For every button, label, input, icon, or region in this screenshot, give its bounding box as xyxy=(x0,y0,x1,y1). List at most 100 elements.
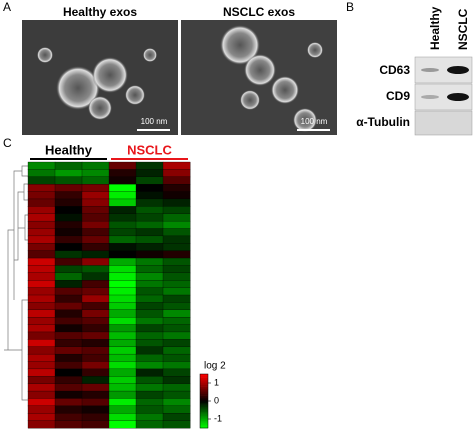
heatmap-cell xyxy=(135,206,164,215)
heatmap-cell xyxy=(108,257,137,266)
heatmap-cell xyxy=(108,206,137,215)
heatmap-cell xyxy=(54,169,83,178)
heatmap-cell xyxy=(135,198,164,207)
heatmap-cell xyxy=(27,257,56,266)
heatmap-cell xyxy=(135,324,164,333)
colorbar-segment xyxy=(200,395,208,398)
heatmap-cell xyxy=(108,413,137,422)
heatmap-cell xyxy=(135,235,164,244)
colorbar-segment xyxy=(200,408,208,411)
heatmap-cell xyxy=(135,346,164,355)
heatmap-cell xyxy=(81,353,110,362)
colorbar-tick-label: 0 xyxy=(214,395,219,405)
heatmap-cell xyxy=(54,398,83,407)
heatmap-cell xyxy=(54,220,83,229)
heatmap-cell xyxy=(81,257,110,266)
heatmap-cell xyxy=(162,250,191,259)
colorbar-segment xyxy=(200,417,208,420)
heatmap-cell xyxy=(108,176,137,185)
colorbar-segment xyxy=(200,399,208,402)
colorbar-segment xyxy=(200,424,208,427)
heatmap-cell xyxy=(162,198,191,207)
heatmap-cell xyxy=(135,220,164,229)
heatmap-cell xyxy=(27,346,56,355)
heatmap-cell xyxy=(81,280,110,289)
heatmap-cell xyxy=(27,220,56,229)
heatmap-cell xyxy=(135,413,164,422)
heatmap-cell xyxy=(135,294,164,303)
heatmap-cell xyxy=(135,272,164,281)
heatmap-cell xyxy=(135,184,164,193)
heatmap-cell xyxy=(135,302,164,311)
heatmap-cell xyxy=(81,169,110,178)
heatmap-cell xyxy=(108,294,137,303)
heatmap-cell xyxy=(108,191,137,200)
heatmap-cell xyxy=(54,405,83,414)
row-label: CD63 xyxy=(379,63,410,77)
scale-bar-label: 100 nm xyxy=(301,117,328,126)
heatmap-cell xyxy=(108,287,137,296)
heatmap-cell xyxy=(135,361,164,370)
heatmap-cell xyxy=(81,198,110,207)
heatmap-cell xyxy=(54,272,83,281)
heatmap-cell xyxy=(27,206,56,215)
heatmap-cell xyxy=(81,339,110,348)
heatmap-cell xyxy=(54,361,83,370)
heatmap-cell xyxy=(108,243,137,252)
heatmap-cell xyxy=(162,265,191,274)
heatmap-cell xyxy=(135,213,164,222)
colorbar-segment xyxy=(200,422,208,425)
colorbar-segment xyxy=(200,413,208,416)
image-title: Healthy exos xyxy=(63,5,137,19)
heatmap-cell xyxy=(54,228,83,237)
colorbar-segment xyxy=(200,386,208,389)
heatmap-cell xyxy=(135,161,164,170)
colorbar-segment xyxy=(200,381,208,384)
heatmap-cell xyxy=(27,302,56,311)
heatmap-cell xyxy=(54,176,83,185)
em-image: Healthy exos 100 nm xyxy=(22,5,178,135)
heatmap-cell xyxy=(108,250,137,259)
heatmap-cell xyxy=(27,324,56,333)
heatmap-cell xyxy=(81,302,110,311)
heatmap-cell xyxy=(81,250,110,259)
heatmap-cell xyxy=(135,265,164,274)
heatmap-cell xyxy=(135,317,164,326)
heatmap-cell xyxy=(54,317,83,326)
heatmap-cell xyxy=(81,191,110,200)
heatmap-cell xyxy=(162,257,191,266)
heatmap-cell xyxy=(81,405,110,414)
heatmap-cell xyxy=(81,235,110,244)
heatmap-cell xyxy=(27,169,56,178)
heatmap-cell xyxy=(108,161,137,170)
heatmap-cell xyxy=(81,309,110,318)
heatmap-cell xyxy=(162,317,191,326)
heatmap-cell xyxy=(81,346,110,355)
heatmap-cell xyxy=(81,294,110,303)
heatmap-cell xyxy=(135,398,164,407)
dendrogram xyxy=(4,165,28,401)
panel-label: B xyxy=(346,0,354,14)
heatmap-cell xyxy=(162,243,191,252)
heatmap-cell xyxy=(135,383,164,392)
heatmap-cell xyxy=(108,317,137,326)
heatmap-cell xyxy=(108,353,137,362)
column-label: Healthy xyxy=(428,6,442,50)
heatmap-cell xyxy=(27,398,56,407)
heatmap-cell xyxy=(54,324,83,333)
heatmap-cell xyxy=(108,184,137,193)
colorbar-segment xyxy=(200,397,208,400)
heatmap-cell xyxy=(135,353,164,362)
heatmap-cell xyxy=(27,243,56,252)
colorbar-segment xyxy=(200,415,208,418)
heatmap-cell xyxy=(27,161,56,170)
heatmap-cell xyxy=(108,272,137,281)
heatmap-cell xyxy=(27,294,56,303)
colorbar-segment xyxy=(200,390,208,393)
heatmap-cell xyxy=(81,161,110,170)
colorbar-segment xyxy=(200,406,208,409)
heatmap-cell xyxy=(162,176,191,185)
heatmap-cell xyxy=(108,302,137,311)
heatmap-cell xyxy=(108,339,137,348)
